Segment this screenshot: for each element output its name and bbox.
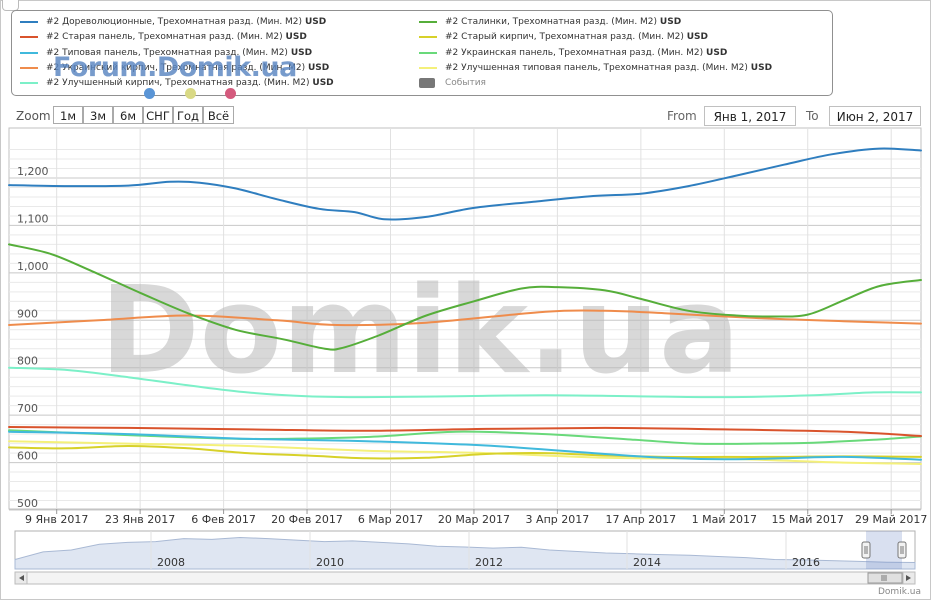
series-line[interactable] — [8, 309, 922, 327]
x-tick-label: 20 Мар 2017 — [438, 513, 510, 526]
navigator-year-label: 2008 — [157, 556, 185, 569]
legend-label: #2 Старая панель, Трехомнатная разд. (Ми… — [46, 30, 307, 44]
navigator-handle-right[interactable] — [897, 541, 907, 559]
series-line[interactable] — [8, 366, 922, 399]
series-line[interactable] — [8, 445, 922, 460]
x-tick-label: 1 Май 2017 — [692, 513, 757, 526]
series-line[interactable] — [8, 430, 922, 461]
x-tick-label: 9 Янв 2017 — [25, 513, 88, 526]
legend-swatch — [20, 82, 38, 85]
from-date-input[interactable]: Янв 1, 2017 — [704, 106, 796, 126]
zoom-6m-button[interactable]: 6м — [113, 106, 143, 124]
zoom-label: Zoom — [16, 109, 51, 123]
legend-swatch — [20, 66, 38, 69]
y-tick-label: 800 — [17, 355, 38, 368]
legend: #2 Дореволюционные, Трехомнатная разд. (… — [11, 10, 833, 96]
to-date-input[interactable]: Июн 2, 2017 — [829, 106, 921, 126]
legend-unit: USD — [290, 47, 313, 58]
legend-unit: USD — [285, 32, 307, 43]
arrow-left-icon — [19, 575, 24, 581]
handle-grip[interactable] — [897, 541, 907, 559]
legend-label: #2 Дореволюционные, Трехомнатная разд. (… — [46, 15, 326, 29]
series-line[interactable] — [8, 426, 922, 437]
legend-label: #2 Улучшенный кирпич, Трехомнатная разд.… — [46, 76, 334, 90]
y-tick-label: 900 — [17, 307, 38, 320]
from-label: From — [667, 109, 697, 123]
legend-label-text: #2 Украинская панель, Трехомнатная разд.… — [445, 47, 704, 58]
legend-label: #2 Украинская панель, Трехомнатная разд.… — [445, 46, 727, 60]
navigator-year-label: 2016 — [792, 556, 820, 569]
navigator-selection[interactable] — [866, 531, 902, 569]
x-tick-label: 3 Апр 2017 — [526, 513, 590, 526]
zoom-all-button[interactable]: Всё — [203, 106, 234, 124]
legend-swatch — [419, 51, 437, 54]
y-tick-label: 1,000 — [17, 260, 49, 273]
logo-dot-yellow — [185, 88, 196, 99]
legend-unit: USD — [307, 62, 330, 73]
toggle-button[interactable] — [2, 0, 19, 11]
x-tick-label: 15 Май 2017 — [772, 513, 844, 526]
credit-label: Domik.ua — [878, 587, 921, 597]
legend-label: #2 Улучшенная типовая панель, Трехомнатн… — [445, 61, 772, 75]
legend-label-text: #2 Улучшенный кирпич, Трехомнатная разд.… — [46, 78, 310, 89]
watermark: Domik.ua — [100, 262, 740, 401]
series-line[interactable] — [8, 243, 922, 351]
forum-logo: Forum.Domik.ua — [53, 52, 297, 83]
y-tick-label: 600 — [17, 450, 38, 463]
y-tick-label: 700 — [17, 402, 38, 415]
legend-label: #2 Украинский кирпич, Трехомнатная разд.… — [46, 61, 329, 75]
x-tick-label: 6 Мар 2017 — [358, 513, 423, 526]
arrow-right-icon — [906, 575, 911, 581]
y-tick-label: 1,100 — [17, 212, 49, 225]
legend-label-text: #2 Сталинки, Трехомнатная разд. (Мин. М2… — [445, 17, 658, 27]
zoom-row: Zoom 1м 3м 6м СНГ Год Всё From Янв 1, 20… — [0, 104, 931, 128]
legend-label: #2 Сталинки, Трехомнатная разд. (Мин. М2… — [445, 15, 681, 29]
zoom-year-button[interactable]: Год — [173, 106, 203, 124]
legend-label-text: #2 Дореволюционные, Трехомнатная разд. (… — [46, 17, 303, 27]
zoom-3m-button[interactable]: 3м — [83, 106, 113, 124]
legend-swatch — [419, 36, 437, 39]
scrollbar-track[interactable] — [14, 571, 916, 585]
x-tick-label: 20 Фев 2017 — [271, 513, 343, 526]
zoom-ytd-button[interactable]: СНГ — [143, 106, 173, 124]
legend-label-text: #2 Старый кирпич, Трехомнатная разд. (Ми… — [445, 32, 684, 43]
navigator-year-label: 2012 — [475, 556, 503, 569]
legend-events-box — [419, 78, 435, 89]
x-tick-label: 23 Янв 2017 — [105, 513, 175, 526]
navigator-year-label: 2010 — [316, 556, 344, 569]
legend-label-text: #2 Типовая панель, Трехомнатная разд. (М… — [46, 47, 288, 58]
legend-label: #2 Старый кирпич, Трехомнатная разд. (Ми… — [445, 30, 708, 44]
scrollbar-thumb[interactable] — [867, 572, 903, 584]
legend-swatch — [419, 21, 437, 23]
zoom-1m-button[interactable]: 1м — [53, 106, 83, 124]
navigator-handle-left[interactable] — [861, 541, 871, 559]
legend-unit: USD — [304, 17, 327, 27]
y-tick-label: 500 — [17, 497, 38, 510]
handle-grip[interactable] — [861, 541, 871, 559]
navigator-year-label: 2014 — [633, 556, 661, 569]
legend-label: События — [445, 78, 486, 89]
legend-unit: USD — [750, 62, 773, 73]
legend-unit: USD — [312, 78, 334, 89]
legend-swatch — [20, 51, 38, 54]
x-tick-label: 6 Фев 2017 — [191, 513, 256, 526]
series-line[interactable] — [8, 147, 922, 221]
to-label: To — [806, 109, 819, 123]
x-tick-label: 29 Май 2017 — [855, 513, 927, 526]
legend-label: #2 Типовая панель, Трехомнатная разд. (М… — [46, 46, 312, 60]
logo-dot-pink — [225, 88, 236, 99]
legend-swatch — [20, 36, 38, 39]
legend-swatch — [419, 66, 437, 69]
legend-unit: USD — [706, 47, 728, 58]
legend-swatch — [20, 21, 38, 23]
y-tick-label: 1,200 — [17, 165, 49, 178]
legend-unit: USD — [659, 17, 682, 27]
legend-label-text: #2 Улучшенная типовая панель, Трехомнатн… — [445, 62, 748, 73]
legend-unit: USD — [686, 32, 708, 43]
logo-dot-blue — [144, 88, 155, 99]
legend-label-text: #2 Украинский кирпич, Трехомнатная разд.… — [46, 62, 306, 73]
x-tick-label: 17 Апр 2017 — [605, 513, 676, 526]
legend-label-text: #2 Старая панель, Трехомнатная разд. (Ми… — [46, 32, 283, 43]
